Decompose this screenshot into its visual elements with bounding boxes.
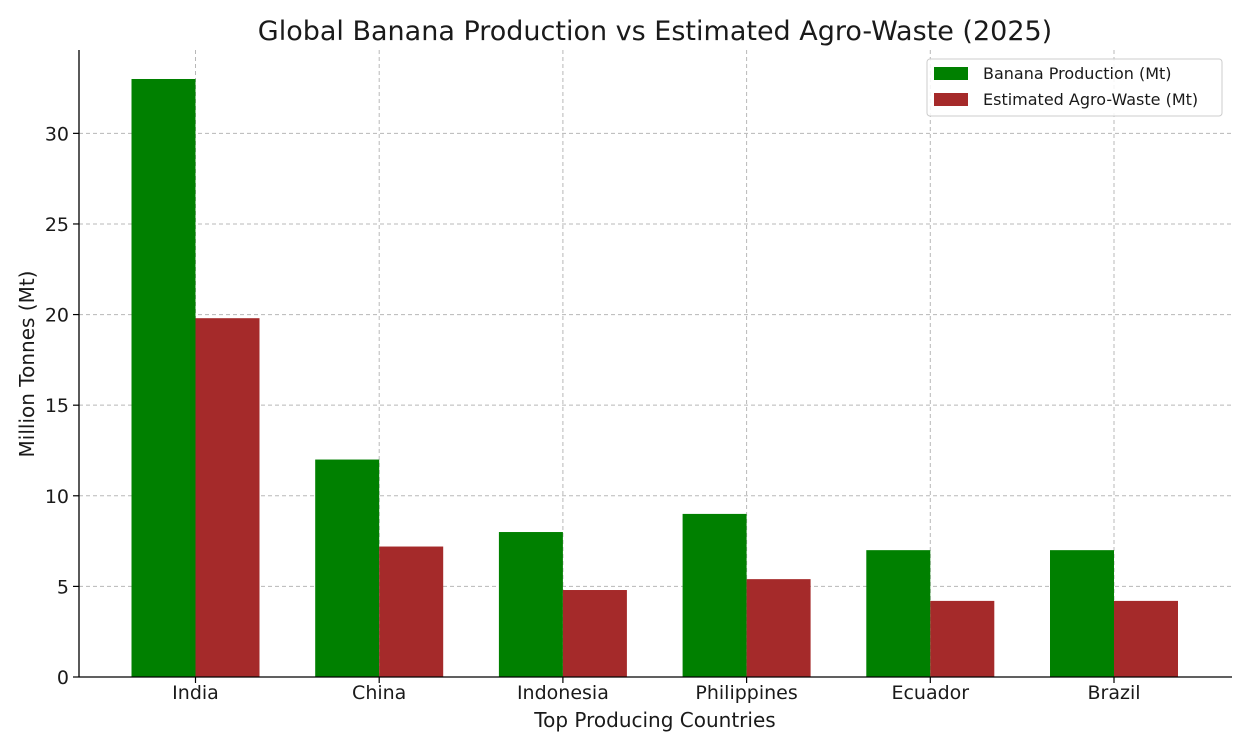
x-tick-label: India	[172, 682, 219, 704]
y-tick-label: 0	[57, 667, 69, 689]
legend-swatch-production	[934, 67, 968, 80]
x-tick-label: Indonesia	[517, 682, 609, 704]
x-axis-label: Top Producing Countries	[533, 708, 775, 732]
bar-agro-waste	[930, 600, 995, 677]
bars	[131, 78, 1178, 678]
bar-production	[1050, 550, 1114, 677]
legend-box	[926, 58, 1223, 117]
y-tick-label: 15	[45, 395, 69, 417]
bar-production	[498, 532, 563, 677]
chart-title: Global Banana Production vs Estimated Ag…	[258, 16, 1052, 47]
ticks: 0 5 10 15 20 25 30 India China Indonesia Philippin…	[45, 123, 1141, 704]
legend-label-agro-waste: Estimated Agro-Waste (Mt)	[983, 90, 1198, 109]
bar-production	[866, 550, 931, 677]
bar-production	[131, 78, 196, 678]
y-tick-label: 10	[45, 486, 69, 508]
bar-agro-waste	[379, 546, 444, 677]
bar-agro-waste	[1114, 600, 1178, 677]
y-tick-label: 5	[57, 576, 69, 598]
bar-production	[315, 459, 380, 677]
bar-agro-waste	[195, 318, 260, 677]
x-tick-label: China	[352, 682, 406, 704]
legend: Banana Production (Mt) Estimated Agro-Wa…	[926, 58, 1223, 117]
y-axis-label: Million Tonnes (Mt)	[15, 271, 39, 458]
x-tick-label: Ecuador	[891, 682, 969, 704]
bar-agro-waste	[746, 579, 811, 677]
y-tick-label: 30	[45, 123, 69, 145]
legend-label-production: Banana Production (Mt)	[983, 64, 1172, 83]
y-tick-label: 20	[45, 305, 69, 327]
axes	[78, 50, 1232, 678]
grid	[79, 50, 1232, 677]
legend-swatch-agro-waste	[934, 93, 968, 106]
x-tick-label: Philippines	[695, 682, 797, 704]
bar-agro-waste	[562, 590, 627, 677]
y-tick-label: 25	[45, 214, 69, 236]
bar-production	[682, 513, 747, 677]
x-tick-label: Brazil	[1087, 682, 1140, 704]
